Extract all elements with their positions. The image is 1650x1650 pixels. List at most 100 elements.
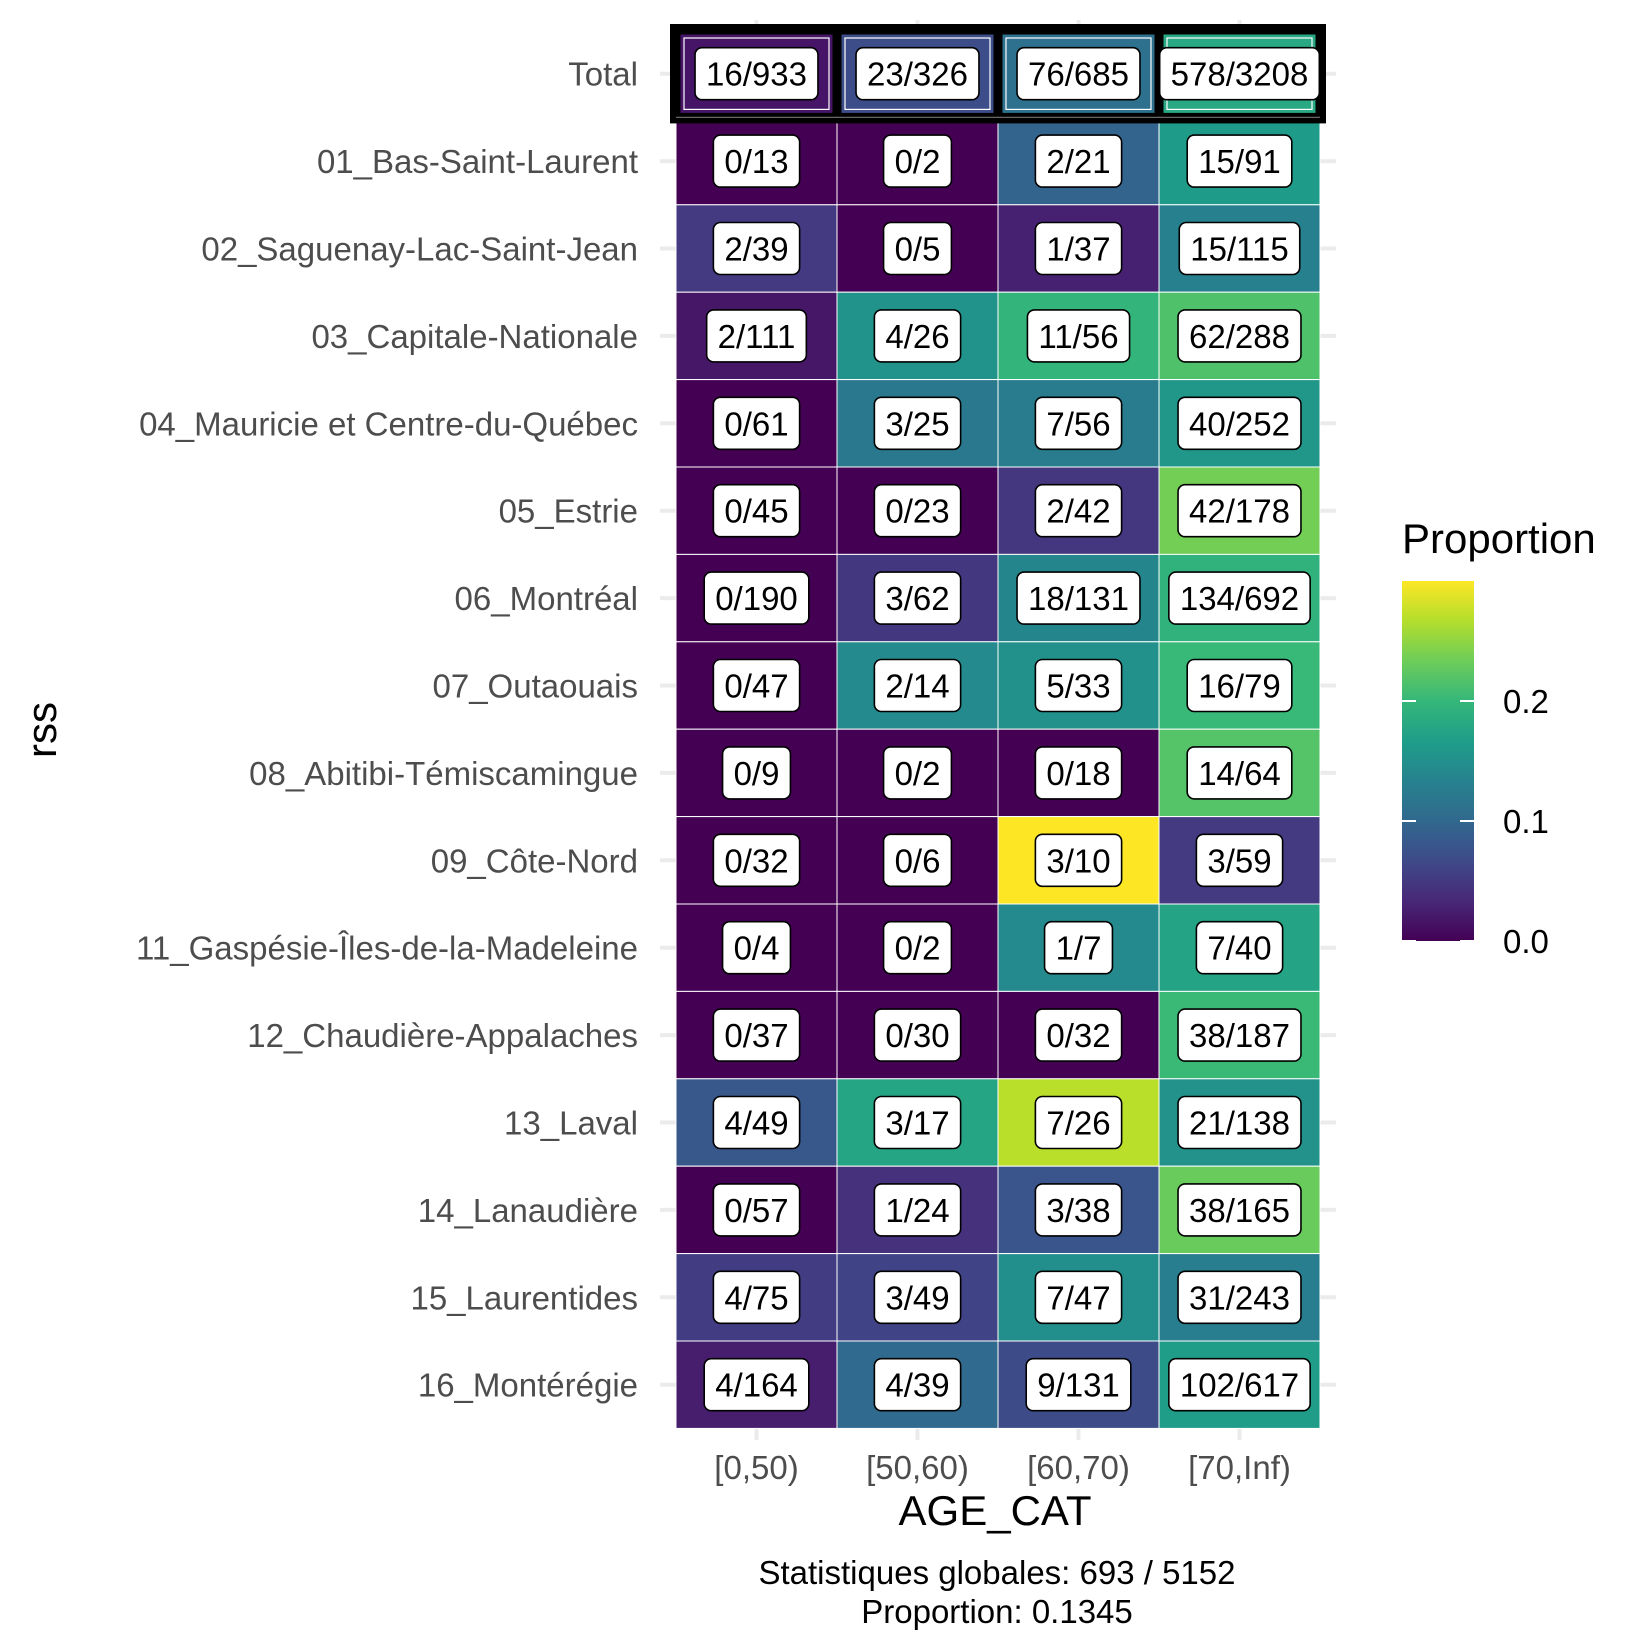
cell-label-box — [1195, 920, 1284, 975]
legend-tick-label: 0.0 — [1503, 923, 1549, 960]
cell-label-box — [1177, 1270, 1302, 1325]
cell-label-box — [873, 1183, 962, 1237]
cell-label: 0/190 — [715, 580, 798, 617]
legend-tick-label: 0.2 — [1503, 683, 1549, 720]
y-tick-06-montreal: 06_Montréal — [455, 580, 638, 617]
cell-label-box — [712, 1270, 801, 1325]
cell-label: 2/21 — [1046, 143, 1110, 180]
cell-label: 2/39 — [724, 231, 788, 268]
cell-label-box — [1177, 1183, 1302, 1237]
cell-label-box — [712, 1008, 801, 1062]
cell-label-box — [1178, 221, 1301, 276]
cell-label-box — [703, 571, 810, 625]
cell-label-box — [873, 309, 962, 363]
cell-label-box — [882, 221, 953, 276]
legend-title: Proportion — [1402, 515, 1596, 562]
caption: Statistiques globales: 693 / 5152 Propor… — [758, 1554, 1235, 1630]
cell-label: 0/2 — [895, 143, 941, 180]
cell-label: 3/38 — [1046, 1192, 1110, 1229]
x-axis-tick-labels: [0,50) [50,60) [60,70) [70,Inf) — [714, 1449, 1291, 1486]
cell-label: 0/2 — [895, 930, 941, 967]
x-tick-50-60: [50,60) — [866, 1449, 969, 1486]
y-tick-12-chaudiere-appalaches: 12_Chaudière-Appalaches — [247, 1017, 638, 1054]
heatmap-tiles — [674, 28, 1322, 1429]
cell-label-box — [712, 134, 801, 188]
y-tick-07-outaouais: 07_Outaouais — [433, 668, 639, 705]
x-tick-0-50: [0,50) — [714, 1449, 798, 1486]
cell-label: 7/40 — [1207, 930, 1271, 967]
cell-label: 7/26 — [1046, 1105, 1110, 1142]
cell-label-box — [1034, 1270, 1123, 1325]
total-cell-inner-border — [1005, 37, 1152, 111]
cell-label-box — [1016, 46, 1141, 101]
cell-label: 0/37 — [724, 1017, 788, 1054]
cell-label: 0/5 — [895, 231, 941, 268]
cell-label-box — [721, 920, 792, 975]
cell-label: 5/33 — [1046, 668, 1110, 705]
y-tick-total: Total — [568, 56, 638, 93]
y-tick-05-estrie: 05_Estrie — [499, 493, 638, 530]
cell-label-box — [1026, 309, 1131, 363]
cell-label: 4/49 — [724, 1105, 788, 1142]
cell-label-box — [712, 658, 801, 713]
cell-label: 2/14 — [885, 668, 949, 705]
total-cell-inner-border — [844, 37, 991, 111]
cell-label: 18/131 — [1028, 580, 1129, 617]
legend: Proportion 0.0 0.1 0.2 — [1402, 515, 1596, 960]
cell-label-box — [873, 1008, 962, 1062]
cell-label-box — [712, 1183, 801, 1237]
cell-label: 0/61 — [724, 405, 788, 442]
cell-label: 578/3208 — [1171, 56, 1309, 93]
cell-label: 102/617 — [1180, 1367, 1299, 1404]
cell-label-box — [712, 396, 801, 451]
cell-label: 4/75 — [724, 1279, 788, 1316]
cell-label-box — [712, 483, 801, 538]
cell-label-box — [1186, 658, 1293, 713]
caption-line-1: Statistiques globales: 693 / 5152 — [758, 1554, 1235, 1591]
cell-label: 3/25 — [885, 405, 949, 442]
x-axis-title: AGE_CAT — [899, 1487, 1092, 1534]
cell-label: 11/56 — [1038, 318, 1118, 355]
cell-label: 0/57 — [724, 1192, 788, 1229]
cell-label-box — [1025, 1357, 1132, 1412]
cell-labels: 16/933 23/326 76/685 578/3208 0/13 0/2 2/21 15/… — [694, 46, 1321, 1412]
cell-label: 16/79 — [1198, 668, 1281, 705]
cell-label: 7/47 — [1046, 1279, 1110, 1316]
legend-tick-label: 0.1 — [1503, 803, 1549, 840]
cell-label-box — [882, 833, 953, 888]
cell-label-box — [1034, 833, 1123, 888]
cell-label: 23/326 — [867, 56, 968, 93]
cell-label: 15/115 — [1190, 231, 1288, 268]
cell-label: 0/32 — [1046, 1017, 1110, 1054]
y-tick-11-gaspesie-iles-de-la-madeleine: 11_Gaspésie-Îles-de-la-Madeleine — [136, 930, 638, 967]
cell-label: 7/56 — [1046, 405, 1110, 442]
cell-label: 3/49 — [885, 1279, 949, 1316]
cell-label-box — [1177, 483, 1302, 538]
cell-label: 0/23 — [885, 493, 949, 530]
cell-label-box — [873, 571, 962, 625]
cell-label: 15/91 — [1198, 143, 1281, 180]
cell-label: 0/13 — [724, 143, 788, 180]
cell-label-box — [882, 746, 953, 800]
cell-label-box — [1177, 1008, 1302, 1062]
cell-label-box — [1168, 1357, 1311, 1412]
x-tick-60-70: [60,70) — [1027, 1449, 1130, 1486]
cell-label-box — [1034, 483, 1123, 538]
cell-label-box — [1168, 571, 1311, 625]
heatmap-cell — [836, 1340, 999, 1429]
cell-label: 0/18 — [1046, 755, 1110, 792]
cell-label: 3/59 — [1207, 842, 1271, 879]
y-tick-04-mauricie-et-centre-du-quebec: 04_Mauricie et Centre-du-Québec — [139, 405, 638, 442]
y-tick-01-bas-saint-laurent: 01_Bas-Saint-Laurent — [317, 143, 638, 180]
cell-label: 2/42 — [1046, 493, 1110, 530]
cell-label: 0/2 — [895, 755, 941, 792]
cell-label-box — [882, 134, 953, 188]
cell-label-box — [873, 1270, 962, 1325]
cell-label: 4/39 — [885, 1367, 949, 1404]
y-tick-08-abitibi-temiscamingue: 08_Abitibi-Témiscamingue — [249, 755, 638, 792]
cell-label-box — [1186, 746, 1293, 800]
cell-label: 1/7 — [1056, 930, 1102, 967]
y-tick-02-saguenay-lac-saint-jean: 02_Saguenay-Lac-Saint-Jean — [201, 231, 638, 268]
cell-label-box — [1016, 571, 1141, 625]
